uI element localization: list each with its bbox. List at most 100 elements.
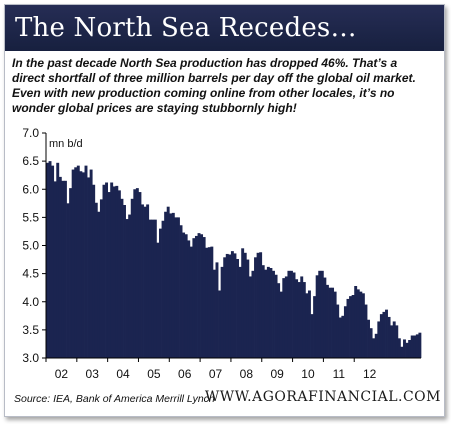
chart-bar: [164, 211, 168, 358]
chart-bar: [274, 274, 278, 358]
chart-bar: [105, 182, 108, 358]
chart-bar: [179, 225, 183, 358]
x-tick-label: 02: [55, 367, 69, 381]
chart-bar: [141, 204, 144, 358]
chart-bar: [99, 199, 103, 358]
chart-bar: [269, 268, 273, 358]
chart-bar: [225, 253, 229, 358]
chart-bar: [135, 188, 139, 358]
chart-bar: [94, 202, 98, 358]
chart-bar: [333, 291, 337, 359]
chart-bar: [212, 269, 216, 358]
chart-bar: [248, 276, 252, 358]
chart-bar: [282, 278, 286, 359]
x-tick-label: 10: [301, 367, 315, 381]
chart-bar: [187, 240, 191, 358]
chart-bar: [356, 289, 360, 359]
chart-bar: [241, 248, 245, 358]
chart-bar: [315, 275, 319, 358]
x-tick-label: 07: [209, 367, 223, 381]
chart-bar: [53, 181, 57, 358]
chart-bar: [71, 169, 75, 358]
chart-bar: [115, 185, 119, 358]
chart-bar: [102, 184, 106, 358]
chart-bar: [215, 262, 219, 359]
chart-bar: [159, 228, 162, 359]
chart-bar: [117, 190, 121, 358]
chart-bar: [413, 335, 417, 358]
chart-bar: [410, 335, 414, 358]
chart-bar: [63, 180, 67, 358]
y-tick-label: 3.0: [22, 351, 39, 365]
chart-bar: [128, 214, 132, 358]
chart-bar: [81, 172, 85, 359]
chart-bar: [331, 287, 335, 358]
infographic-title: The North Sea Recedes…: [15, 13, 357, 43]
chart-bar: [243, 252, 247, 358]
chart-bar: [379, 314, 383, 359]
chart-bar: [107, 192, 111, 358]
chart-bar: [320, 270, 324, 358]
chart-bar: [123, 205, 126, 358]
chart-bar: [364, 304, 368, 358]
chart-bar: [189, 246, 193, 358]
chart-bar: [408, 340, 412, 358]
x-tick-label: 03: [86, 367, 100, 381]
chart-bar: [138, 192, 142, 358]
chart-bar: [228, 254, 232, 358]
chart-bar: [318, 270, 322, 358]
y-tick-label: 5.0: [22, 239, 39, 253]
chart-bar: [76, 165, 80, 359]
chart-bar: [343, 306, 347, 358]
chart-bar: [287, 270, 291, 358]
chart-bar: [125, 219, 129, 358]
y-tick-label: 4.5: [22, 267, 39, 281]
y-tick-label: 7.0: [22, 126, 39, 140]
chart-bar: [46, 162, 49, 358]
chart-bar: [74, 167, 78, 358]
chart-bar: [279, 291, 283, 359]
y-axis-unit-label: mn b/d: [49, 138, 83, 150]
chart-bar: [79, 171, 83, 358]
x-tick-label: 05: [147, 367, 161, 381]
chart-bar: [361, 293, 365, 358]
chart-bar: [238, 266, 242, 359]
chart-bar: [169, 213, 173, 358]
chart-bar: [272, 270, 275, 358]
chart-bar: [97, 211, 101, 358]
chart-bar: [84, 165, 88, 359]
chart-bar: [310, 314, 314, 359]
chart-bar: [251, 270, 255, 358]
chart-bar: [377, 321, 381, 358]
chart-bar: [197, 233, 201, 359]
x-tick-label: 08: [240, 367, 254, 381]
chart-bar: [254, 257, 257, 358]
chart-bar: [300, 276, 304, 358]
x-tick-label: 06: [178, 367, 192, 381]
chart-bar: [143, 206, 147, 358]
chart-bar: [223, 257, 227, 358]
chart-bar: [205, 247, 209, 358]
chart-bar: [367, 319, 370, 358]
chart-bar: [390, 325, 394, 359]
chart-bar: [259, 252, 263, 358]
y-tick-label: 5.5: [22, 210, 39, 224]
chart-bar: [87, 177, 91, 358]
chart-bar: [292, 272, 296, 358]
chart-bar: [182, 232, 186, 358]
chart-bar: [246, 259, 250, 358]
chart-bar: [130, 198, 134, 358]
chart-bar: [58, 176, 62, 359]
chart-bar: [151, 219, 155, 359]
chart-bar: [148, 219, 152, 359]
chart-bar: [392, 321, 396, 358]
chart-bar: [176, 217, 180, 359]
chart-bar: [236, 259, 239, 358]
chart-bar: [349, 296, 352, 359]
x-tick-label: 04: [116, 367, 130, 381]
chart-bar: [307, 290, 311, 358]
x-tick-label: 12: [363, 367, 377, 381]
chart-bar: [328, 287, 332, 358]
chart-bar: [218, 290, 222, 358]
